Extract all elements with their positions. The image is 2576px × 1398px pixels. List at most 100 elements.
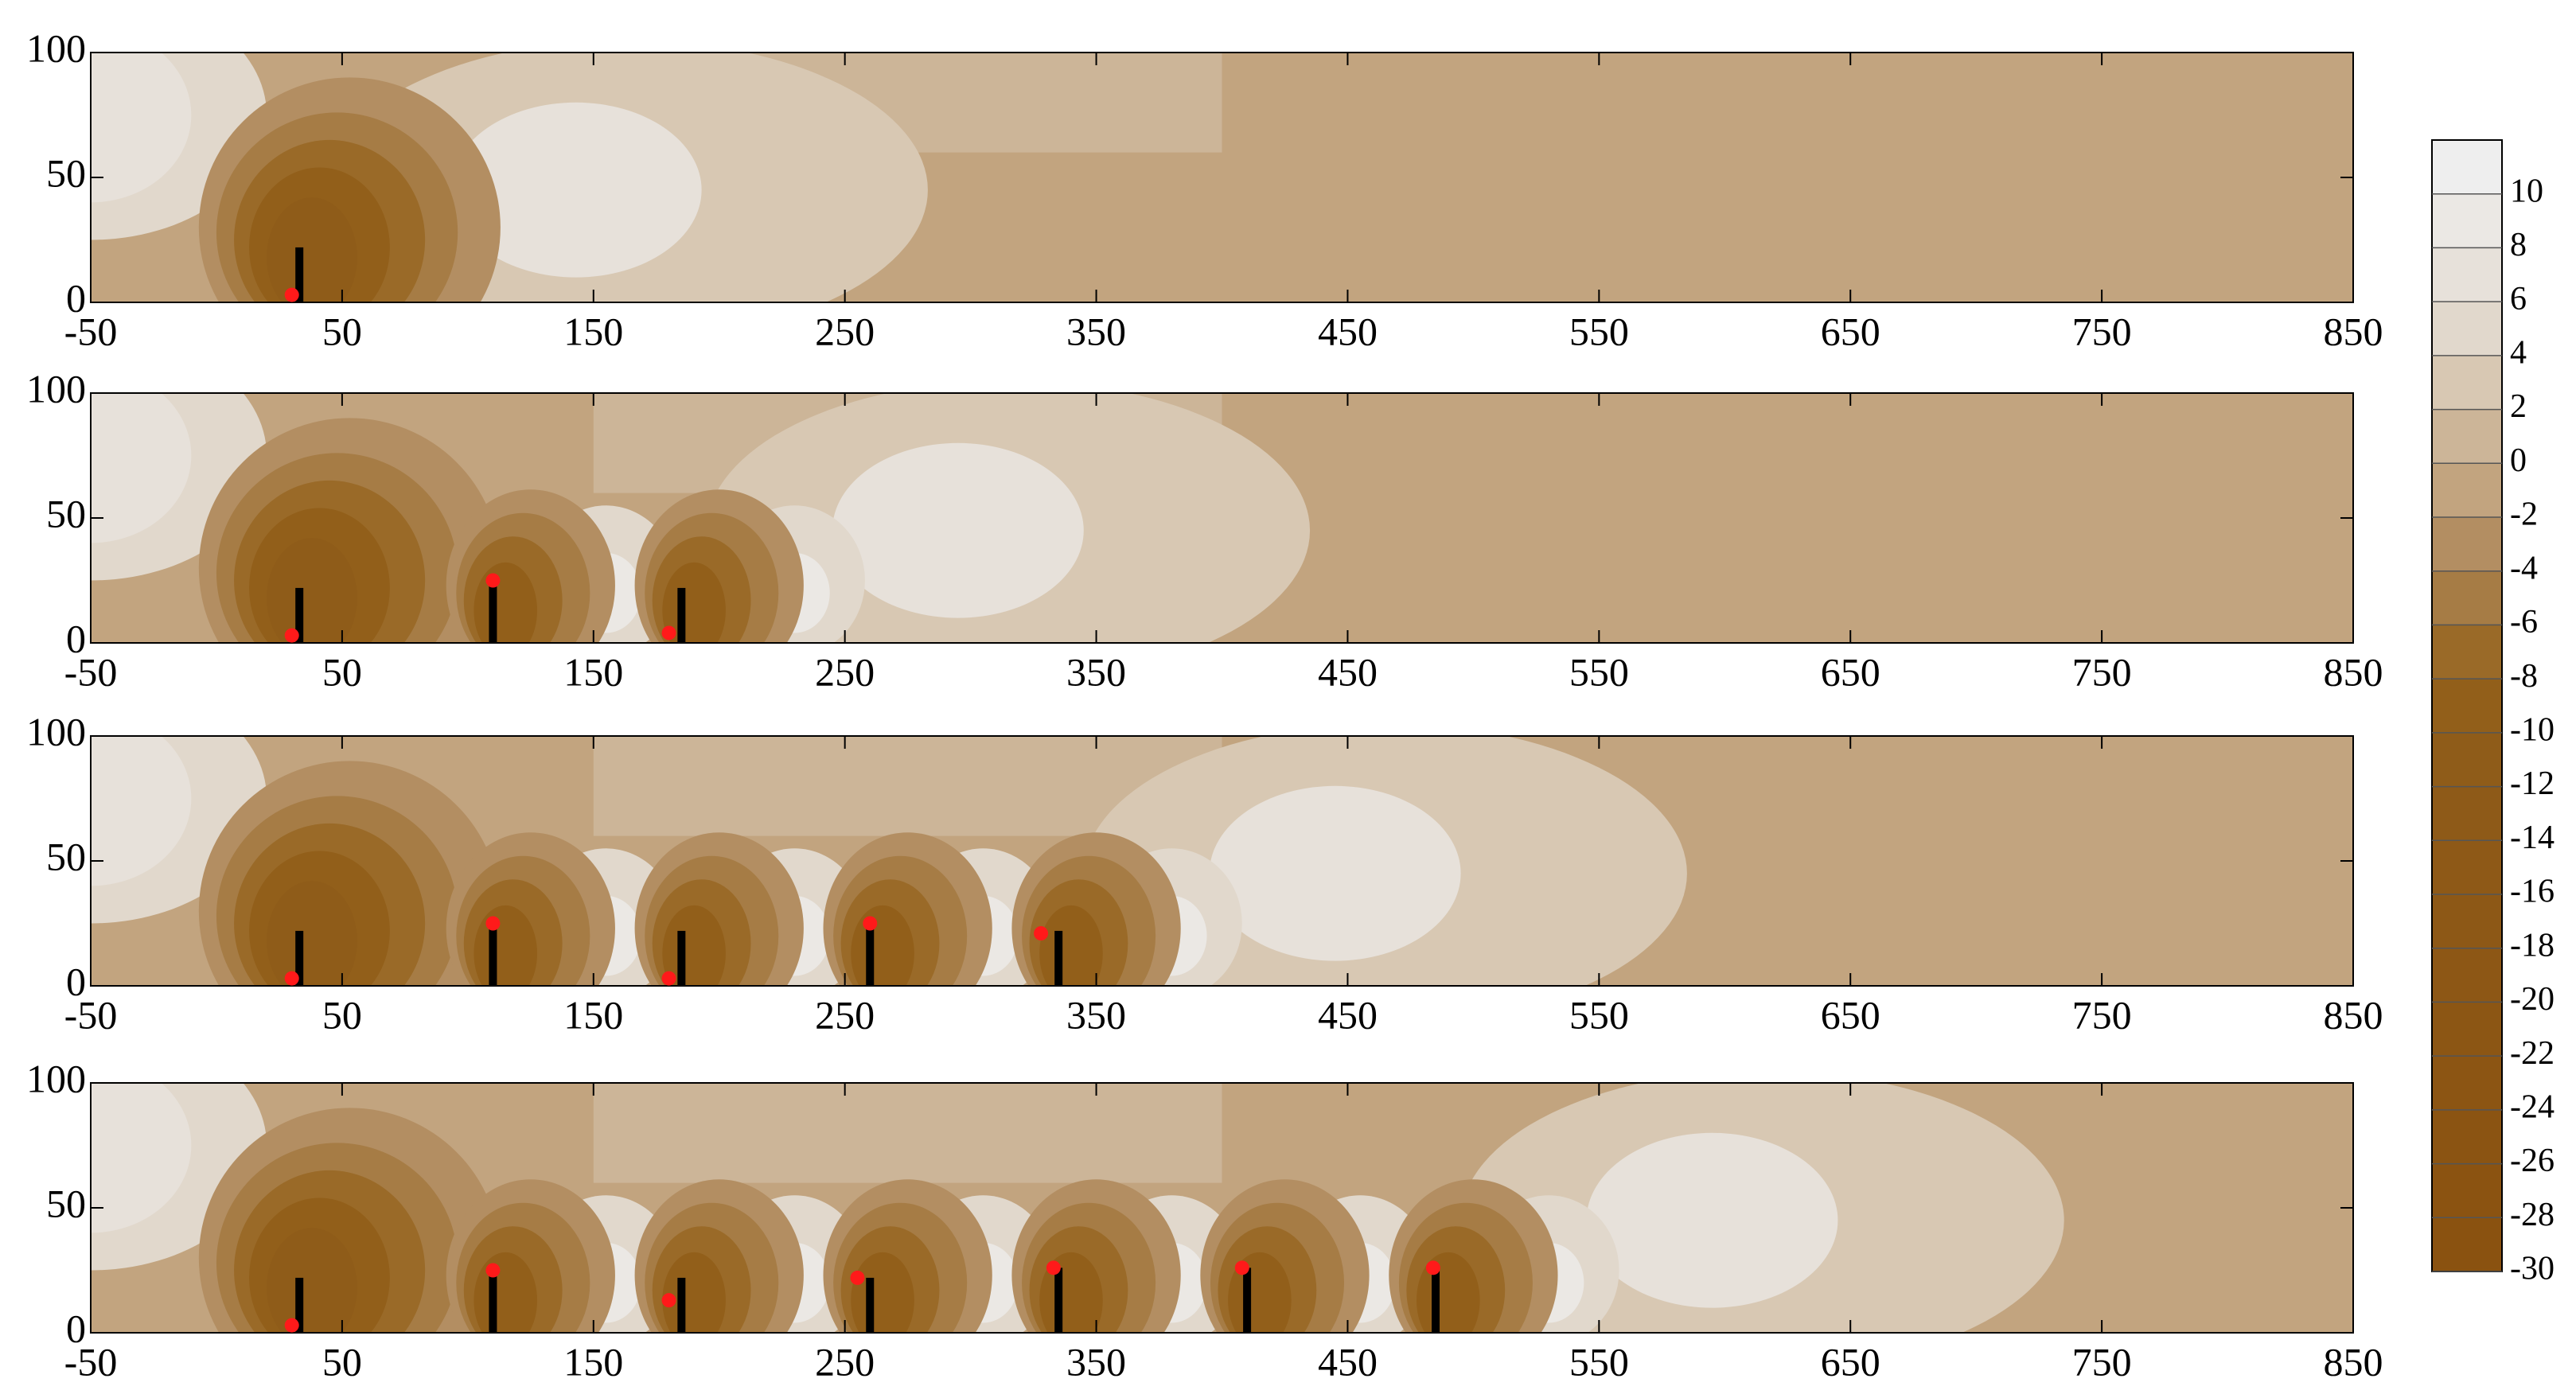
field-region: [832, 442, 1084, 618]
x-tick-label: 550: [1569, 1339, 1629, 1384]
x-tick-label: 350: [1066, 309, 1126, 353]
colorbar-tick-label: -22: [2510, 1035, 2555, 1072]
field-region: [91, 393, 192, 543]
y-tick-label: 50: [46, 491, 86, 535]
x-tick-label: 850: [2324, 649, 2383, 694]
colorbar-tick-label: 0: [2510, 442, 2527, 479]
y-tick-label: 0: [66, 1306, 86, 1350]
tower: [295, 247, 304, 302]
y-tick-label: 100: [26, 25, 86, 70]
field-region: [91, 53, 192, 203]
tower: [1054, 930, 1063, 986]
x-tick-label: 550: [1569, 992, 1629, 1037]
field-region: [1039, 905, 1103, 986]
tower: [1054, 1268, 1063, 1333]
colorbar-band: [2432, 1163, 2502, 1218]
colorbar-band: [2432, 679, 2502, 733]
panel: -50 50 150 250 350 450 550 650 750 850 0 50 100: [26, 709, 2383, 1037]
field-region: [267, 538, 357, 643]
x-tick-label: 250: [815, 309, 875, 353]
point: [661, 625, 676, 641]
tower: [677, 930, 686, 986]
x-tick-label: 650: [1821, 1339, 1880, 1384]
colorbar-tick-label: -20: [2510, 981, 2555, 1018]
colorbar-band: [2432, 1217, 2502, 1271]
field-region: [474, 905, 538, 986]
x-tick-label: 450: [1318, 649, 1378, 694]
y-tick-label: 100: [26, 1056, 86, 1100]
field-region: [851, 1252, 914, 1333]
point: [485, 573, 501, 588]
x-tick-label: 650: [1821, 309, 1880, 353]
panel: -50 50 150 250 350 450 550 650 750 850 0 50 100: [26, 366, 2383, 694]
contour-field: [91, 1083, 2353, 1333]
field-region: [1209, 785, 1461, 961]
colorbar-band: [2432, 517, 2502, 571]
colorbar-band: [2432, 302, 2502, 356]
point: [485, 916, 501, 931]
colorbar-tick-label: -12: [2510, 765, 2555, 802]
x-tick-label: 750: [2072, 649, 2132, 694]
x-tick-label: 150: [563, 992, 623, 1037]
y-tick-label: 0: [66, 959, 86, 1003]
contour-field: [91, 53, 2353, 302]
field-region: [267, 1228, 357, 1333]
x-tick-label: 250: [815, 649, 875, 694]
point: [661, 1293, 676, 1308]
y-tick-label: 100: [26, 709, 86, 754]
tower: [295, 1277, 304, 1333]
colorbar-tick-label: -2: [2510, 497, 2538, 533]
point: [284, 287, 299, 302]
x-tick-label: 350: [1066, 1339, 1126, 1384]
point: [1234, 1260, 1249, 1275]
panel: -50 50 150 250 350 450 550 650 750 850 0 50 100: [26, 1056, 2383, 1384]
x-tick-label: 750: [2072, 992, 2132, 1037]
colorbar-tick-label: 10: [2510, 173, 2543, 209]
x-tick-label: -50: [64, 649, 118, 694]
x-tick-label: 350: [1066, 649, 1126, 694]
x-tick-label: 150: [563, 309, 623, 353]
x-tick-label: 150: [563, 649, 623, 694]
field-region: [1417, 1252, 1480, 1333]
point: [485, 1263, 501, 1278]
colorbar-band: [2432, 1056, 2502, 1110]
colorbar-tick-label: -28: [2510, 1197, 2555, 1233]
x-tick-label: 550: [1569, 649, 1629, 694]
colorbar-band: [2432, 570, 2502, 625]
x-tick-label: 250: [815, 1339, 875, 1384]
point: [850, 1270, 865, 1285]
colorbar-band: [2432, 193, 2502, 248]
x-tick-label: 350: [1066, 992, 1126, 1037]
tower: [866, 923, 875, 986]
tower: [489, 1270, 497, 1333]
colorbar-band: [2432, 948, 2502, 1003]
tower: [1243, 1268, 1252, 1333]
point: [284, 971, 299, 986]
colorbar-band: [2432, 1109, 2502, 1164]
point: [863, 916, 878, 931]
tower: [677, 1277, 686, 1333]
colorbar-tick-label: -16: [2510, 874, 2555, 910]
y-tick-label: 100: [26, 366, 86, 411]
y-tick-label: 50: [46, 834, 86, 878]
point: [661, 971, 676, 986]
colorbar-band: [2432, 409, 2502, 464]
x-tick-label: 50: [322, 649, 362, 694]
colorbar: -30-28-26-24-22-20-18-16-14-12-10-8-6-4-…: [2431, 139, 2555, 1287]
field-region: [450, 102, 702, 278]
x-tick-label: 50: [322, 1339, 362, 1384]
x-tick-label: 150: [563, 1339, 623, 1384]
colorbar-band: [2432, 840, 2502, 894]
field-region: [1586, 1132, 1838, 1308]
x-tick-label: 650: [1821, 649, 1880, 694]
x-tick-label: -50: [64, 1339, 118, 1384]
colorbar-tick-label: 8: [2510, 227, 2527, 263]
point: [1046, 1260, 1061, 1275]
colorbar-band: [2432, 1002, 2502, 1057]
x-tick-label: 850: [2324, 309, 2383, 353]
field-region: [91, 736, 192, 886]
field-region: [267, 881, 357, 986]
field-region: [474, 1252, 538, 1333]
x-tick-label: 250: [815, 992, 875, 1037]
